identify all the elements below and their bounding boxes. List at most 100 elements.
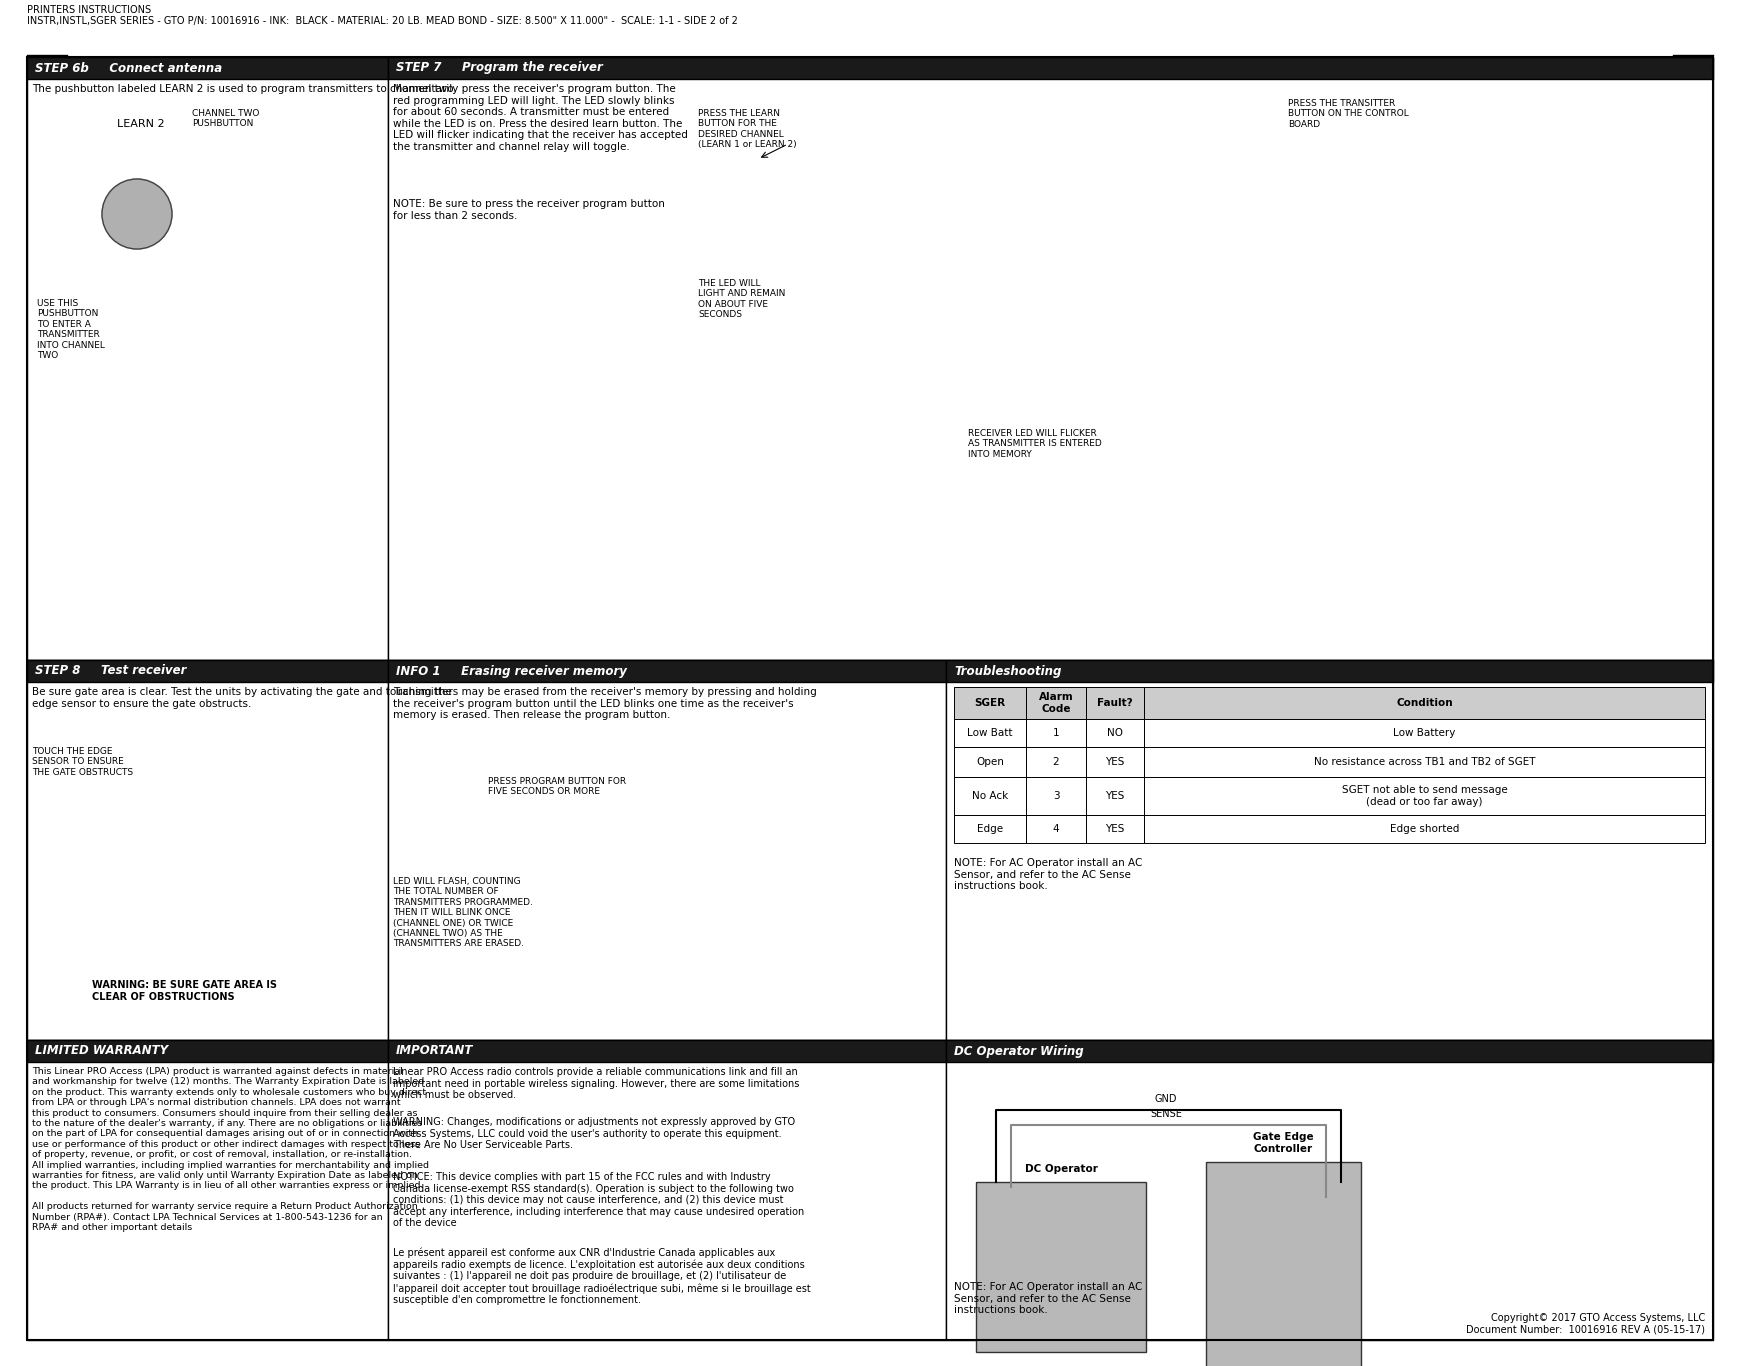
Bar <box>945 660 1714 1040</box>
Bar <box>954 747 1025 777</box>
Bar <box>388 57 1714 79</box>
Bar <box>954 816 1025 843</box>
Text: SENSE: SENSE <box>1151 1109 1182 1119</box>
Text: TOUCH THE EDGE
SENSOR TO ENSURE
THE GATE OBSTRUCTS: TOUCH THE EDGE SENSOR TO ENSURE THE GATE… <box>31 747 134 777</box>
Text: Low Batt: Low Batt <box>968 728 1013 738</box>
Text: Gate Edge
Controller: Gate Edge Controller <box>1253 1132 1314 1154</box>
Bar <box>1025 687 1086 719</box>
Bar <box>1086 816 1144 843</box>
Bar <box>1086 719 1144 747</box>
Bar <box>76 747 316 943</box>
Text: Momentarily press the receiver's program button. The
red programming LED will li: Momentarily press the receiver's program… <box>393 83 688 152</box>
Bar <box>28 660 388 1040</box>
Text: This Linear PRO Access (LPA) product is warranted against defects in material
an: This Linear PRO Access (LPA) product is … <box>31 1067 429 1232</box>
Bar <box>57 134 337 514</box>
Text: 4: 4 <box>1053 824 1060 835</box>
Bar <box>388 660 945 1040</box>
Text: SGET not able to send message
(dead or too far away): SGET not able to send message (dead or t… <box>1342 785 1507 807</box>
Text: STEP 7     Program the receiver: STEP 7 Program the receiver <box>396 61 603 75</box>
Text: SGER: SGER <box>975 698 1006 708</box>
Bar <box>1144 687 1705 719</box>
Bar <box>1144 747 1705 777</box>
Text: LED WILL FLASH, COUNTING
THE TOTAL NUMBER OF
TRANSMITTERS PROGRAMMED.
THEN IT WI: LED WILL FLASH, COUNTING THE TOTAL NUMBE… <box>393 877 534 948</box>
Bar <box>388 1040 945 1340</box>
Text: STEP 6b     Connect antenna: STEP 6b Connect antenna <box>35 61 222 75</box>
Text: Condition: Condition <box>1396 698 1453 708</box>
Bar <box>28 57 388 79</box>
Text: Low Battery: Low Battery <box>1394 728 1456 738</box>
Text: PRESS PROGRAM BUTTON FOR
FIVE SECONDS OR MORE: PRESS PROGRAM BUTTON FOR FIVE SECONDS OR… <box>488 777 626 796</box>
Text: WARNING: Changes, modifications or adjustments not expressly approved by GTO
Acc: WARNING: Changes, modifications or adjus… <box>393 1117 794 1150</box>
Bar <box>977 1182 1145 1352</box>
Text: The pushbutton labeled LEARN 2 is used to program transmitters to channel two.: The pushbutton labeled LEARN 2 is used t… <box>31 83 457 94</box>
Bar <box>954 719 1025 747</box>
Bar <box>1067 134 1437 585</box>
Bar <box>1025 816 1086 843</box>
Text: Le présent appareil est conforme aux CNR d'Industrie Canada applicables aux
appa: Le présent appareil est conforme aux CNR… <box>393 1247 810 1305</box>
Text: 3: 3 <box>1053 791 1060 800</box>
Bar <box>1144 719 1705 747</box>
Text: YES: YES <box>1105 757 1124 766</box>
Text: Linear PRO Access radio controls provide a reliable communications link and fill: Linear PRO Access radio controls provide… <box>393 1067 799 1100</box>
Bar <box>945 1040 1714 1340</box>
Bar <box>954 777 1025 816</box>
Text: NOTE: Be sure to press the receiver program button
for less than 2 seconds.: NOTE: Be sure to press the receiver prog… <box>393 199 666 220</box>
Bar <box>1025 777 1086 816</box>
Bar <box>945 1040 1714 1061</box>
Bar <box>1086 747 1144 777</box>
Bar <box>1144 777 1705 816</box>
Bar <box>1086 777 1144 816</box>
Bar <box>587 781 819 1031</box>
Bar <box>1025 719 1086 747</box>
Bar <box>954 687 1025 719</box>
Bar <box>28 1040 388 1061</box>
Text: Edge shorted: Edge shorted <box>1390 824 1460 835</box>
Text: DC Operator Wiring: DC Operator Wiring <box>954 1045 1083 1057</box>
Text: LIMITED WARRANTY: LIMITED WARRANTY <box>35 1045 169 1057</box>
Circle shape <box>103 179 172 249</box>
Text: RECEIVER LED WILL FLICKER
AS TRANSMITTER IS ENTERED
INTO MEMORY: RECEIVER LED WILL FLICKER AS TRANSMITTER… <box>968 429 1102 459</box>
Text: Edge: Edge <box>977 824 1003 835</box>
Text: PRESS THE TRANSITTER
BUTTON ON THE CONTROL
BOARD: PRESS THE TRANSITTER BUTTON ON THE CONTR… <box>1288 98 1410 128</box>
Text: No resistance across TB1 and TB2 of SGET: No resistance across TB1 and TB2 of SGET <box>1314 757 1535 766</box>
Text: Be sure gate area is clear. Test the units by activating the gate and touching t: Be sure gate area is clear. Test the uni… <box>31 687 452 709</box>
Bar <box>28 1040 388 1340</box>
Text: Transmitters may be erased from the receiver's memory by pressing and holding
th: Transmitters may be erased from the rece… <box>393 687 817 720</box>
Bar <box>388 1040 945 1061</box>
Text: INSTR,INSTL,SGER SERIES - GTO P/N: 10016916 - INK:  BLACK - MATERIAL: 20 LB. MEA: INSTR,INSTL,SGER SERIES - GTO P/N: 10016… <box>28 16 739 26</box>
Text: THE LED WILL
LIGHT AND REMAIN
ON ABOUT FIVE
SECONDS: THE LED WILL LIGHT AND REMAIN ON ABOUT F… <box>699 279 786 320</box>
Text: YES: YES <box>1105 824 1124 835</box>
Text: Copyright© 2017 GTO Access Systems, LLC
Document Number:  10016916 REV A (05-15-: Copyright© 2017 GTO Access Systems, LLC … <box>1465 1313 1705 1335</box>
Text: Alarm
Code: Alarm Code <box>1039 693 1074 714</box>
Text: No Ack: No Ack <box>972 791 1008 800</box>
Bar <box>28 57 388 660</box>
Bar <box>1086 687 1144 719</box>
Bar <box>28 0 1714 57</box>
Text: Open: Open <box>977 757 1005 766</box>
Bar <box>28 660 388 682</box>
Text: LEARN 2: LEARN 2 <box>116 119 165 128</box>
Text: 1: 1 <box>1053 728 1060 738</box>
Bar <box>388 660 945 682</box>
Text: CHANNEL TWO
PUSHBUTTON: CHANNEL TWO PUSHBUTTON <box>191 109 259 128</box>
Bar <box>388 57 1714 660</box>
Text: GND: GND <box>1154 1094 1177 1104</box>
Bar <box>1144 816 1705 843</box>
Text: YES: YES <box>1105 791 1124 800</box>
Text: DC Operator: DC Operator <box>1025 1164 1097 1173</box>
Text: WARNING: BE SURE GATE AREA IS
CLEAR OF OBSTRUCTIONS: WARNING: BE SURE GATE AREA IS CLEAR OF O… <box>92 979 276 1001</box>
Text: Troubleshooting: Troubleshooting <box>954 664 1062 678</box>
Text: 2: 2 <box>1053 757 1060 766</box>
Bar <box>659 134 859 604</box>
Text: NOTICE: This device complies with part 15 of the FCC rules and with Industry
Can: NOTICE: This device complies with part 1… <box>393 1172 805 1228</box>
Bar <box>945 660 1714 682</box>
Text: IMPORTANT: IMPORTANT <box>396 1045 473 1057</box>
Text: NOTE: For AC Operator install an AC
Sensor, and refer to the AC Sense
instructio: NOTE: For AC Operator install an AC Sens… <box>954 858 1142 891</box>
Text: PRINTERS INSTRUCTIONS: PRINTERS INSTRUCTIONS <box>28 5 151 15</box>
Text: PRESS THE LEARN
BUTTON FOR THE
DESIRED CHANNEL
(LEARN 1 or LEARN 2): PRESS THE LEARN BUTTON FOR THE DESIRED C… <box>699 109 796 149</box>
Bar <box>1025 747 1086 777</box>
Text: USE THIS
PUSHBUTTON
TO ENTER A
TRANSMITTER
INTO CHANNEL
TWO: USE THIS PUSHBUTTON TO ENTER A TRANSMITT… <box>36 299 104 361</box>
Text: Fault?: Fault? <box>1097 698 1133 708</box>
Bar <box>1206 1162 1361 1366</box>
Text: STEP 8     Test receiver: STEP 8 Test receiver <box>35 664 186 678</box>
